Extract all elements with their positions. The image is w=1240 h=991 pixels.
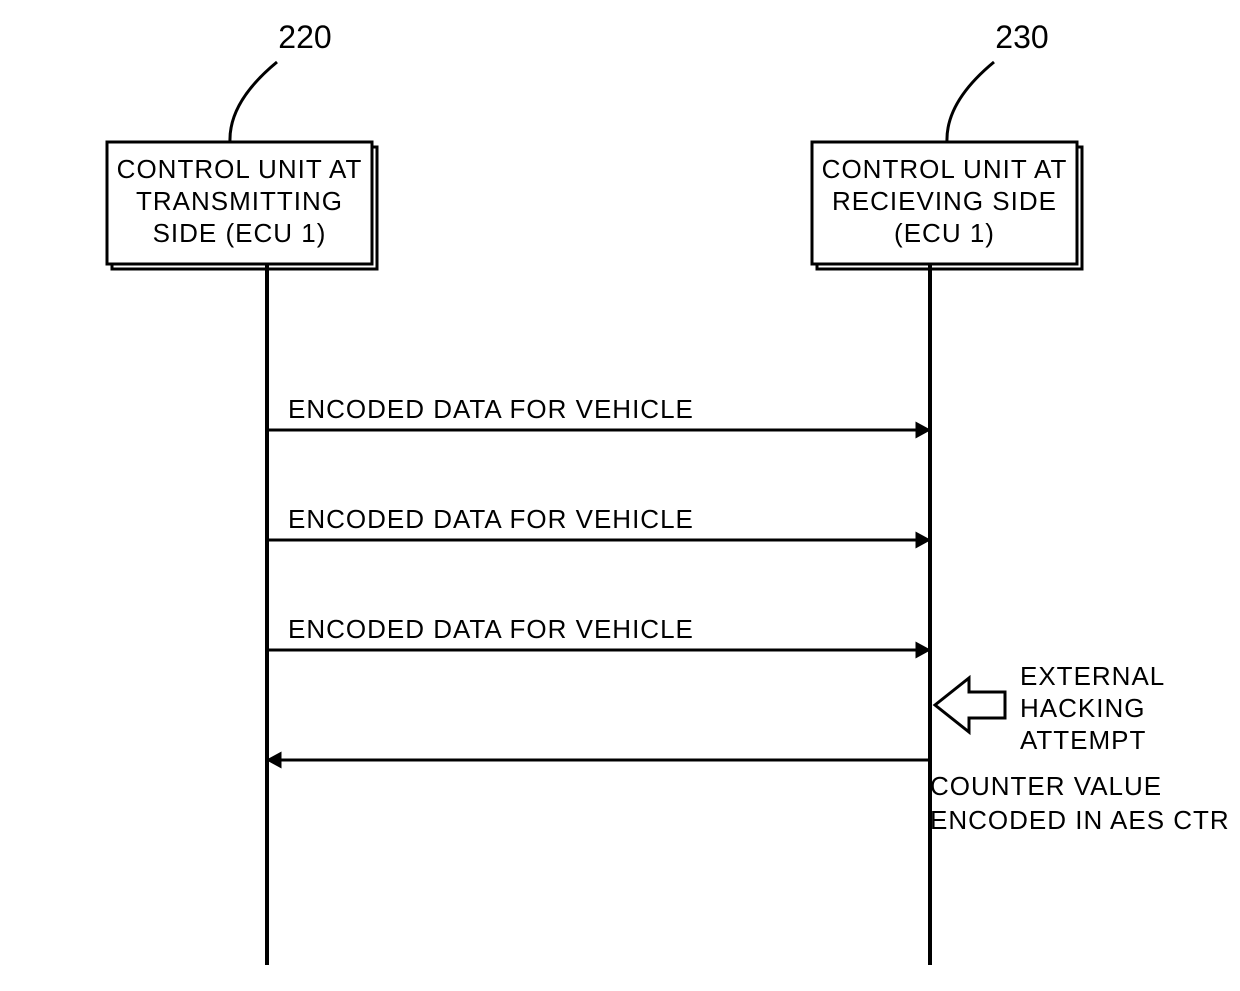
message-arrowhead-0 — [916, 422, 930, 437]
message-arrowhead-3 — [267, 752, 281, 767]
box-title-rx-1: RECIEVING SIDE — [832, 186, 1057, 216]
leader-tx — [230, 62, 277, 142]
box-title-tx-2: SIDE (ECU 1) — [153, 218, 327, 248]
box-title-tx-0: CONTROL UNIT AT — [117, 154, 363, 184]
side-label-0: EXTERNAL — [1020, 661, 1165, 691]
ref-tx: 220 — [278, 19, 331, 55]
box-title-rx-0: CONTROL UNIT AT — [822, 154, 1068, 184]
message-label-3-0: COUNTER VALUE — [930, 771, 1162, 801]
message-label-3-1: ENCODED IN AES CTR MODE — [930, 805, 1240, 835]
message-label-1: ENCODED DATA FOR VEHICLE — [288, 504, 694, 534]
message-label-2: ENCODED DATA FOR VEHICLE — [288, 614, 694, 644]
side-label-2: ATTEMPT — [1020, 725, 1146, 755]
box-title-tx-1: TRANSMITTING — [136, 186, 343, 216]
side-label-1: HACKING — [1020, 693, 1145, 723]
side-arrow-icon — [935, 678, 1005, 732]
box-title-rx-2: (ECU 1) — [894, 218, 995, 248]
message-arrowhead-1 — [916, 532, 930, 547]
message-arrowhead-2 — [916, 642, 930, 657]
message-label-0: ENCODED DATA FOR VEHICLE — [288, 394, 694, 424]
leader-rx — [947, 62, 994, 142]
ref-rx: 230 — [995, 19, 1048, 55]
